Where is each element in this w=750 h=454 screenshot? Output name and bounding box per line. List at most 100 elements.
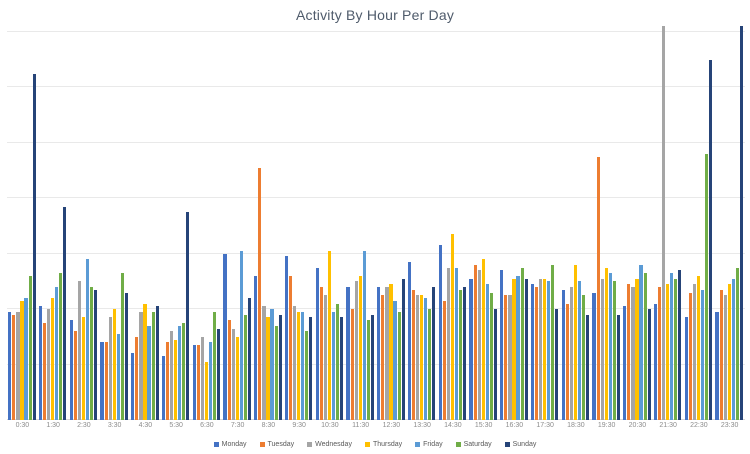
legend-item-sunday[interactable]: Sunday <box>504 440 537 448</box>
bar-friday-1730 <box>547 281 551 420</box>
legend-swatch-icon <box>455 441 461 447</box>
bar-tuesday-130 <box>43 323 47 420</box>
bar-monday-930 <box>284 256 289 420</box>
gridline <box>7 197 745 199</box>
bar-friday-1630 <box>516 275 520 420</box>
bar-sunday-1230 <box>401 278 405 420</box>
bar-tuesday-730 <box>227 320 231 420</box>
bar-monday-2030 <box>623 306 627 420</box>
bar-group-2330 <box>714 26 745 420</box>
x-axis-label: 15:30 <box>474 422 493 429</box>
bar-sunday-830 <box>278 314 282 420</box>
bar-sunday-1130 <box>370 314 374 420</box>
bar-thursday-730 <box>235 336 239 420</box>
bar-monday-030 <box>8 311 12 420</box>
bar-thursday-2230 <box>696 275 701 420</box>
bar-wednesday-830 <box>262 306 266 420</box>
bar-sunday-1830 <box>586 314 590 420</box>
bar-thursday-230 <box>81 317 86 420</box>
bar-sunday-930 <box>309 317 313 420</box>
bar-thursday-930 <box>297 311 301 420</box>
x-axis-label: 7:30 <box>230 422 245 429</box>
legend-item-thursday[interactable]: Thursday <box>364 441 402 448</box>
bar-thursday-330 <box>112 309 116 420</box>
x-axis-line <box>7 419 745 420</box>
bar-friday-1430 <box>454 267 459 420</box>
legend-item-saturday[interactable]: Saturday <box>455 441 492 448</box>
bar-sunday-1630 <box>524 278 528 420</box>
bar-friday-730 <box>239 250 243 420</box>
legend-swatch-icon <box>213 441 219 447</box>
bar-monday-530 <box>161 356 166 420</box>
bar-friday-030 <box>24 298 28 420</box>
x-axis-label: 6:30 <box>200 422 214 429</box>
bar-sunday-1330 <box>432 286 436 420</box>
legend-item-tuesday[interactable]: Tuesday <box>259 441 294 448</box>
legend-swatch-icon <box>415 441 421 447</box>
bar-group-2030 <box>622 26 653 420</box>
gridline <box>7 363 745 365</box>
legend-swatch-icon <box>364 441 370 447</box>
bar-monday-830 <box>254 275 258 420</box>
bar-tuesday-2330 <box>719 289 723 420</box>
legend-item-wednesday[interactable]: Wednesday <box>307 441 352 448</box>
bar-wednesday-1430 <box>446 267 450 420</box>
bar-thursday-1630 <box>512 278 516 420</box>
bar-thursday-1230 <box>389 284 393 420</box>
plot-area <box>7 26 745 420</box>
bar-group-1330 <box>407 26 438 420</box>
bar-saturday-1130 <box>366 320 370 420</box>
x-axis-label: 21:30 <box>659 422 677 429</box>
x-axis-label: 10:30 <box>321 422 339 429</box>
bar-group-230 <box>69 26 100 420</box>
bar-sunday-630 <box>217 328 221 420</box>
bar-tuesday-1630 <box>504 295 508 420</box>
bar-wednesday-330 <box>108 317 112 420</box>
legend-item-monday[interactable]: Monday <box>213 441 247 448</box>
bar-sunday-430 <box>155 306 159 420</box>
gridline <box>7 86 745 88</box>
legend-item-friday[interactable]: Friday <box>415 441 443 448</box>
bar-group-1430 <box>438 26 469 420</box>
bar-tuesday-1230 <box>381 295 385 420</box>
bar-tuesday-2030 <box>627 284 631 420</box>
gridline <box>7 252 745 254</box>
bar-sunday-1030 <box>340 317 344 420</box>
x-axis-label: 20:30 <box>628 422 647 429</box>
bar-monday-2330 <box>715 311 719 420</box>
bar-wednesday-630 <box>200 336 204 420</box>
bar-thursday-1330 <box>420 295 424 420</box>
x-axis-label: 2:30 <box>77 422 91 429</box>
bar-group-730 <box>222 26 253 420</box>
bar-thursday-530 <box>174 339 178 420</box>
bar-thursday-2130 <box>666 284 670 420</box>
bar-thursday-1930 <box>604 267 608 420</box>
x-axis-label: 1:30 <box>46 422 60 429</box>
bar-saturday-930 <box>305 331 309 420</box>
x-axis-label: 11:30 <box>352 422 370 429</box>
bar-group-630 <box>192 26 223 420</box>
bar-thursday-1830 <box>573 264 578 420</box>
bar-saturday-2330 <box>735 267 739 420</box>
bar-wednesday-130 <box>47 309 51 420</box>
bar-tuesday-1030 <box>319 286 323 420</box>
legend-label: Sunday <box>512 440 537 448</box>
bar-saturday-030 <box>28 275 32 420</box>
bar-saturday-1830 <box>582 295 586 420</box>
bar-sunday-2030 <box>647 309 651 420</box>
gridline <box>7 141 745 143</box>
bar-wednesday-930 <box>293 306 297 420</box>
bar-sunday-2230 <box>709 59 713 420</box>
bar-tuesday-1330 <box>412 289 416 420</box>
bar-saturday-230 <box>90 286 94 420</box>
bar-monday-1530 <box>469 278 473 420</box>
bar-saturday-2030 <box>643 273 647 420</box>
bar-sunday-530 <box>186 212 190 420</box>
bar-wednesday-2330 <box>723 295 727 420</box>
bar-tuesday-2230 <box>688 292 692 420</box>
x-axis-label: 8:30 <box>261 422 276 429</box>
bar-wednesday-1230 <box>385 286 389 420</box>
gridline <box>7 31 745 32</box>
legend-swatch-icon <box>504 441 510 447</box>
